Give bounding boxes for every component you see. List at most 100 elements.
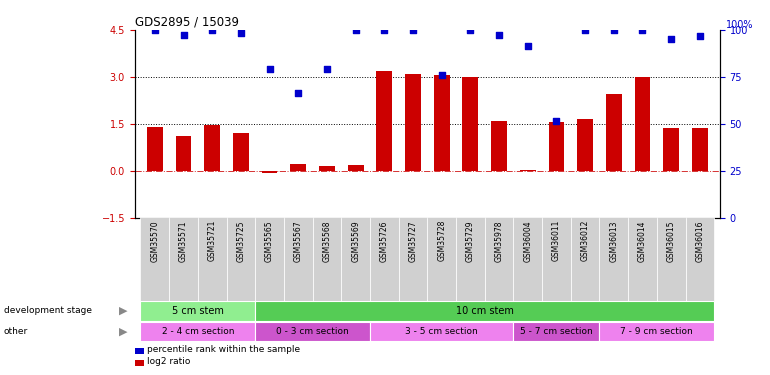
Text: GSM35727: GSM35727	[409, 220, 417, 261]
Point	[493, 32, 505, 38]
Text: development stage: development stage	[4, 306, 92, 315]
Point	[407, 27, 419, 33]
Bar	[348, 165, 363, 171]
Bar	[399, 217, 427, 302]
Bar	[233, 133, 249, 171]
Bar	[456, 217, 485, 302]
Bar	[634, 77, 651, 171]
Point	[636, 27, 648, 33]
Bar	[255, 301, 715, 321]
Text: GSM35565: GSM35565	[265, 220, 274, 262]
Bar	[520, 170, 536, 171]
Bar	[319, 166, 335, 171]
Bar	[463, 77, 478, 171]
Bar	[169, 217, 198, 302]
Point	[579, 27, 591, 33]
Bar	[542, 217, 571, 302]
Text: GSM36004: GSM36004	[524, 220, 532, 262]
Bar	[405, 74, 421, 171]
Bar	[262, 171, 277, 173]
Text: 2 - 4 cm section: 2 - 4 cm section	[162, 327, 234, 336]
Text: GSM36013: GSM36013	[609, 220, 618, 261]
Point	[436, 72, 448, 78]
Bar	[204, 125, 220, 171]
Text: 5 - 7 cm section: 5 - 7 cm section	[520, 327, 593, 336]
Text: GSM35569: GSM35569	[351, 220, 360, 262]
Point	[177, 32, 189, 38]
Bar	[548, 122, 564, 171]
Text: GDS2895 / 15039: GDS2895 / 15039	[135, 16, 239, 29]
Bar	[341, 217, 370, 302]
Text: GSM36011: GSM36011	[552, 220, 561, 261]
Point	[321, 66, 333, 72]
Point	[521, 43, 534, 49]
Text: GSM35571: GSM35571	[179, 220, 188, 261]
Bar	[571, 217, 600, 302]
Bar	[313, 217, 341, 302]
Bar	[657, 217, 685, 302]
Bar	[370, 322, 514, 341]
Point	[235, 30, 247, 36]
Point	[464, 27, 477, 33]
Text: GSM35728: GSM35728	[437, 220, 446, 261]
Bar	[198, 217, 226, 302]
Text: 5 cm stem: 5 cm stem	[172, 306, 224, 316]
Bar	[290, 164, 306, 171]
Text: 3 - 5 cm section: 3 - 5 cm section	[405, 327, 478, 336]
Bar	[147, 127, 162, 171]
Bar	[485, 217, 514, 302]
Bar	[377, 70, 392, 171]
Text: GSM35570: GSM35570	[150, 220, 159, 262]
Bar	[226, 217, 255, 302]
Bar	[427, 217, 456, 302]
Bar	[284, 217, 313, 302]
Text: ▶: ▶	[119, 327, 128, 336]
Text: GSM35726: GSM35726	[380, 220, 389, 261]
Bar	[140, 217, 169, 302]
Text: 10 cm stem: 10 cm stem	[456, 306, 514, 316]
Bar	[514, 217, 542, 302]
Bar	[628, 217, 657, 302]
Point	[551, 118, 563, 124]
Text: GSM36012: GSM36012	[581, 220, 590, 261]
Point	[694, 33, 706, 39]
Bar	[578, 119, 593, 171]
Bar	[606, 94, 621, 171]
Point	[149, 27, 161, 33]
Bar	[600, 322, 715, 341]
Text: GSM35568: GSM35568	[323, 220, 331, 261]
Point	[378, 27, 390, 33]
Text: ▶: ▶	[119, 306, 128, 316]
Text: GSM35567: GSM35567	[294, 220, 303, 262]
Bar	[255, 217, 284, 302]
Text: GSM35725: GSM35725	[236, 220, 246, 261]
Bar	[434, 75, 450, 171]
Bar	[370, 217, 399, 302]
Text: 100%: 100%	[726, 20, 753, 30]
Point	[350, 27, 362, 33]
Text: percentile rank within the sample: percentile rank within the sample	[147, 345, 300, 354]
Point	[206, 27, 219, 33]
Text: GSM36016: GSM36016	[695, 220, 705, 261]
Text: GSM35729: GSM35729	[466, 220, 475, 261]
Text: GSM36014: GSM36014	[638, 220, 647, 261]
Text: 0 - 3 cm section: 0 - 3 cm section	[276, 327, 349, 336]
Bar	[692, 128, 708, 171]
Text: other: other	[4, 327, 28, 336]
Bar	[663, 128, 679, 171]
Point	[292, 90, 304, 96]
Bar	[176, 136, 192, 171]
Text: GSM36015: GSM36015	[667, 220, 676, 261]
Text: GSM35978: GSM35978	[494, 220, 504, 261]
Bar	[685, 217, 715, 302]
Bar	[514, 322, 600, 341]
Text: log2 ratio: log2 ratio	[147, 357, 190, 366]
Text: GSM35721: GSM35721	[208, 220, 216, 261]
Point	[263, 66, 276, 72]
Text: 7 - 9 cm section: 7 - 9 cm section	[621, 327, 693, 336]
Bar	[491, 121, 507, 171]
Bar	[600, 217, 628, 302]
Bar	[140, 301, 255, 321]
Point	[665, 36, 678, 42]
Bar	[140, 322, 255, 341]
